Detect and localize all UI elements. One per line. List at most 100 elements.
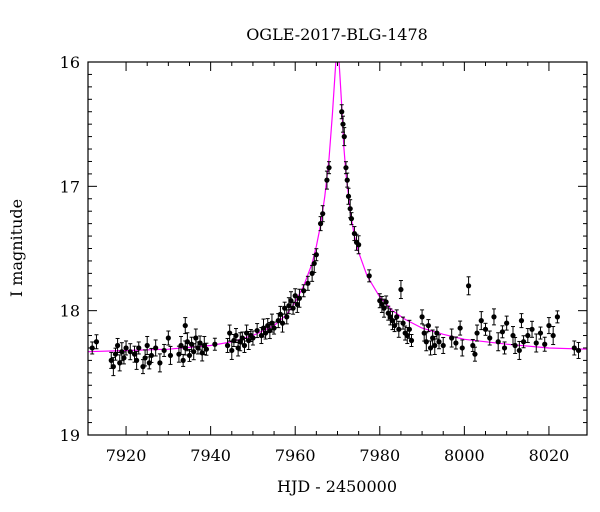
point-marker [518, 318, 525, 324]
data-point [520, 335, 527, 349]
point-marker [427, 345, 434, 351]
point-marker [396, 326, 402, 332]
y-tick-label: 19 [60, 426, 80, 445]
point-marker [453, 340, 459, 346]
data-point [542, 336, 548, 352]
point-marker [197, 340, 203, 346]
data-point [512, 336, 518, 354]
point-marker [554, 314, 560, 320]
point-marker [324, 177, 330, 183]
data-point [290, 301, 296, 315]
data-point [309, 264, 315, 282]
point-marker [457, 325, 463, 331]
data-point [518, 313, 525, 329]
data-point [123, 340, 129, 356]
data-point [341, 127, 347, 147]
point-marker [108, 357, 114, 363]
data-point [224, 337, 231, 353]
point-marker [383, 299, 389, 305]
data-point [112, 347, 119, 361]
point-marker [296, 295, 303, 301]
data-points [89, 104, 582, 377]
data-point [317, 216, 324, 232]
data-point [313, 248, 319, 262]
point-marker [227, 330, 233, 336]
data-point [191, 343, 197, 361]
point-marker [341, 134, 347, 140]
point-marker [142, 355, 148, 361]
point-marker [571, 345, 577, 351]
point-marker [186, 352, 193, 359]
data-point [501, 341, 508, 355]
point-marker [235, 345, 241, 351]
point-marker [254, 327, 260, 334]
data-point [394, 309, 400, 325]
point-marker [347, 206, 353, 212]
data-point [305, 275, 311, 291]
point-marker [311, 260, 317, 267]
y-tick-label: 18 [60, 302, 80, 321]
data-point [348, 212, 355, 226]
data-point [465, 276, 472, 296]
data-point [347, 199, 353, 219]
point-marker [148, 352, 155, 359]
data-point [254, 323, 260, 339]
data-point [427, 340, 434, 356]
data-point [127, 343, 133, 361]
point-marker [176, 351, 182, 357]
point-marker [279, 320, 286, 326]
point-marker [144, 342, 150, 349]
point-marker [537, 330, 544, 336]
data-point [233, 328, 239, 344]
data-point [554, 310, 560, 324]
data-point [516, 340, 522, 360]
data-point [292, 288, 298, 304]
point-marker [265, 322, 271, 329]
data-point [140, 359, 146, 375]
point-marker [343, 165, 349, 171]
data-point [153, 339, 159, 357]
data-point [423, 332, 429, 352]
axis-tick-labels: 7920 7940 7960 7980 8000 8020 16 17 18 19 [60, 53, 570, 465]
data-point [575, 341, 582, 359]
data-point [525, 328, 531, 344]
data-point [457, 320, 463, 336]
point-marker [191, 349, 197, 355]
point-marker [263, 330, 269, 336]
data-point [571, 340, 577, 356]
point-marker [182, 345, 188, 351]
data-point [311, 253, 317, 273]
data-point [161, 343, 167, 357]
data-point [271, 321, 277, 335]
point-marker [189, 341, 195, 347]
point-marker [550, 332, 556, 339]
point-marker [115, 342, 121, 349]
point-marker [119, 349, 125, 355]
data-point [406, 319, 412, 339]
data-point [487, 330, 493, 346]
point-marker [345, 193, 352, 199]
point-marker [127, 349, 133, 355]
point-marker [404, 332, 410, 339]
point-marker [203, 346, 210, 352]
point-marker [224, 342, 231, 349]
data-point [344, 172, 350, 188]
point-marker [317, 221, 324, 227]
data-point [212, 337, 218, 351]
data-point [134, 350, 140, 370]
point-marker [229, 347, 235, 354]
point-marker [432, 342, 438, 349]
data-point [136, 341, 142, 355]
data-point [324, 170, 330, 190]
point-marker [233, 332, 239, 339]
point-marker [440, 342, 446, 349]
data-point [482, 322, 489, 336]
point-marker [184, 339, 190, 345]
data-point [546, 317, 552, 335]
point-marker [161, 347, 167, 354]
point-marker [459, 345, 465, 351]
data-point [178, 335, 184, 355]
data-point [326, 161, 332, 175]
point-marker [178, 342, 184, 349]
data-point [110, 357, 116, 377]
